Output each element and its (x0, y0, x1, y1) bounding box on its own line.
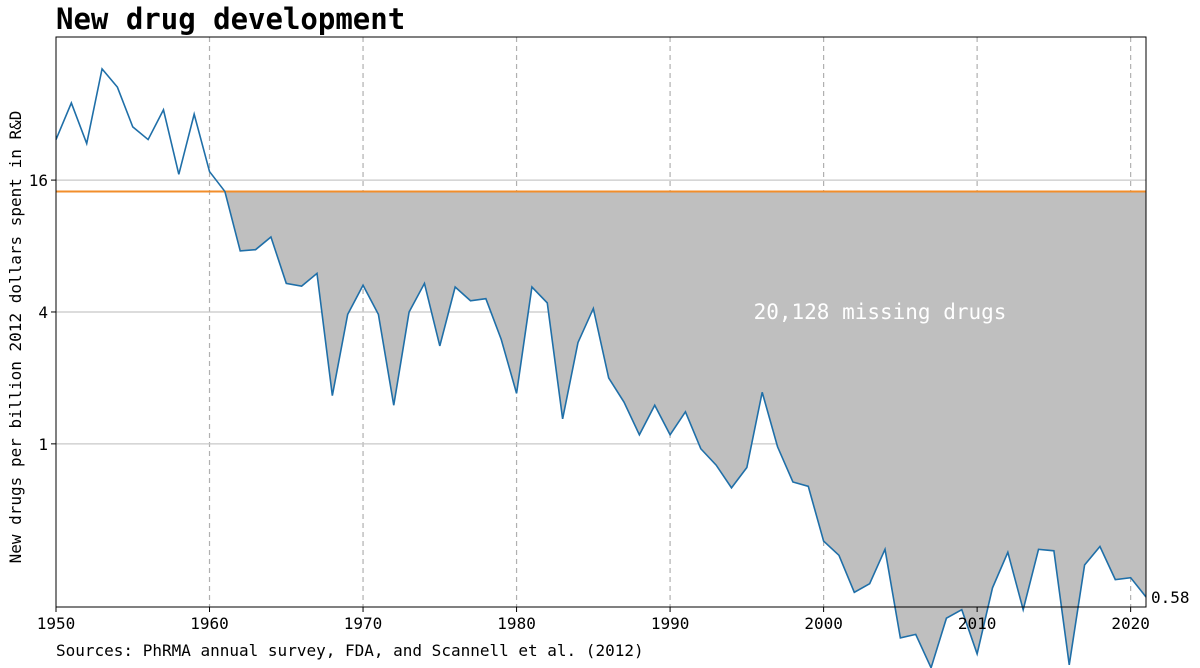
y-axis-label: New drugs per billion 2012 dollars spent… (6, 111, 25, 564)
x-tick-label-2000: 2000 (804, 614, 843, 633)
x-tick-label-1980: 1980 (497, 614, 536, 633)
y-tick-label-4: 4 (38, 303, 48, 322)
chart-source: Sources: PhRMA annual survey, FDA, and S… (56, 641, 644, 660)
series-line (55, 67, 1147, 668)
x-tick-label-1970: 1970 (344, 614, 383, 633)
x-tick-label-2010: 2010 (958, 614, 997, 633)
end-value-label: 0.58 (1151, 588, 1190, 607)
y-tick-label-16: 16 (29, 171, 48, 190)
missing-drugs-annotation: 20,128 missing drugs (754, 300, 1007, 324)
x-tick-label-1990: 1990 (651, 614, 690, 633)
chart-title: New drug development (56, 2, 406, 36)
plot-frame (55, 36, 1147, 608)
x-tick-label-2020: 2020 (1111, 614, 1150, 633)
y-tick-label-1: 1 (38, 435, 48, 454)
x-tick-label-1950: 1950 (37, 614, 76, 633)
tick-layer: 1950 1960 1970 1980 1990 2000 2010 2020 1 4 16 (29, 171, 1150, 633)
missing-drugs-area (224, 191, 1147, 668)
x-tick-label-1960: 1960 (190, 614, 229, 633)
